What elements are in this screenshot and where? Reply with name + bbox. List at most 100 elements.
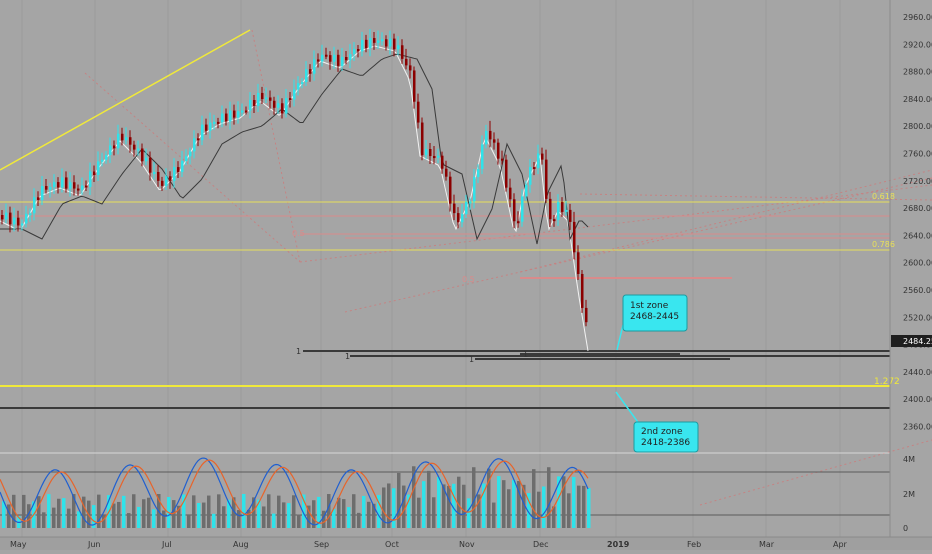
candle-body	[253, 100, 256, 106]
volume-bar	[77, 511, 81, 528]
fib-label-0786: 0.786	[872, 240, 895, 249]
candle-body	[265, 97, 268, 100]
price-tick: 2880.00	[903, 68, 932, 77]
fib-label-05a: 0.5	[292, 229, 305, 238]
volume-bar	[182, 494, 186, 528]
candle-body	[249, 100, 252, 111]
candle-body	[221, 113, 224, 123]
trend-lines-dotted	[84, 29, 932, 506]
candle-body	[41, 186, 44, 201]
candle-body	[461, 214, 464, 223]
candle-body	[397, 45, 400, 50]
volume-bar	[432, 497, 436, 528]
candle-body	[425, 149, 428, 156]
volume-bar	[177, 505, 181, 528]
fib-lines	[0, 201, 890, 279]
candle-body	[489, 130, 492, 140]
candle-body	[137, 148, 140, 151]
candle-body	[357, 49, 360, 52]
candle-body	[569, 209, 572, 222]
candle-body	[157, 171, 160, 181]
volume-bar	[357, 512, 361, 528]
candle-body	[233, 110, 236, 118]
candle-body	[285, 98, 288, 114]
volume-bar	[382, 487, 386, 528]
volume-bar	[212, 513, 216, 528]
price-tick: 2720.00	[903, 177, 932, 186]
stoch-k-line	[0, 457, 589, 526]
volume-bar	[297, 514, 301, 528]
candle-body	[61, 177, 64, 188]
candle-body	[321, 54, 324, 62]
candle-body	[433, 156, 436, 159]
time-label-jun: Jun	[87, 540, 101, 549]
volume-bar	[347, 507, 351, 528]
candle-body	[297, 83, 300, 90]
candle-body	[313, 59, 316, 74]
candle-body	[101, 159, 104, 162]
candle-body	[553, 219, 556, 222]
volume-bar	[132, 494, 136, 528]
time-label-aug: Aug	[233, 540, 249, 549]
price-tick: 2960.00	[903, 13, 932, 22]
candle-body	[585, 307, 588, 323]
candle-body	[213, 121, 216, 124]
candle-body	[401, 45, 404, 59]
candle-body	[393, 38, 396, 50]
candle-body	[505, 159, 508, 188]
candle-body	[73, 182, 76, 189]
price-axis[interactable]: 2960.00 2920.00 2880.00 2840.00 2800.00 2760.…	[903, 13, 932, 432]
volume-bar	[97, 494, 101, 528]
candle-body	[149, 157, 152, 173]
candlestick-series	[1, 29, 588, 327]
candle-body	[69, 182, 72, 189]
volume-bar	[42, 512, 46, 528]
time-label-2019: 2019	[607, 540, 630, 549]
zone-marker-1: 1	[296, 347, 301, 356]
volume-bar	[122, 495, 126, 528]
channel-line[interactable]	[0, 29, 251, 171]
candle-body	[29, 213, 32, 216]
volume-bar	[527, 493, 531, 528]
candle-body	[481, 144, 484, 170]
candle-body	[57, 182, 60, 188]
volume-bar	[307, 505, 311, 528]
volume-bar	[417, 497, 421, 528]
volume-bar	[22, 494, 26, 528]
volume-bar	[12, 494, 16, 528]
candle-body	[469, 201, 472, 204]
candle-body	[25, 213, 28, 224]
candle-body	[105, 154, 108, 160]
volume-axis[interactable]: 4M 2M 0	[903, 455, 915, 533]
candle-body	[201, 124, 204, 141]
time-axis[interactable]: May Jun Jul Aug Sep Oct Nov Dec 2019 Feb…	[10, 540, 848, 549]
volume-bar	[392, 488, 396, 528]
zone-marker-3: 1	[469, 355, 474, 364]
volume-bar	[467, 498, 471, 528]
candle-body	[309, 69, 312, 74]
candle-body	[509, 187, 512, 200]
volume-bar	[282, 502, 286, 528]
volume-bar	[372, 503, 376, 528]
candle-body	[365, 39, 368, 49]
time-label-jul: Jul	[161, 540, 172, 549]
candle-body	[465, 201, 468, 215]
candle-body	[525, 184, 528, 197]
candle-body	[437, 155, 440, 158]
volume-bar	[387, 483, 391, 528]
candle-body	[277, 103, 280, 108]
volume-bar	[587, 487, 591, 528]
candle-body	[501, 158, 504, 161]
candle-body	[413, 70, 416, 102]
callout-2-title: 2nd zone	[641, 427, 683, 437]
support-zone-1[interactable]	[303, 350, 890, 360]
volume-bar	[447, 485, 451, 528]
candle-body	[549, 198, 552, 220]
candle-body	[513, 199, 516, 222]
volume-bar	[27, 504, 31, 528]
candle-body	[125, 137, 128, 141]
candle-body	[389, 38, 392, 47]
callout-1st-zone[interactable]: 1st zone 2468-2445	[616, 294, 688, 351]
callout-2nd-zone[interactable]: 2nd zone 2418-2386	[615, 391, 699, 453]
